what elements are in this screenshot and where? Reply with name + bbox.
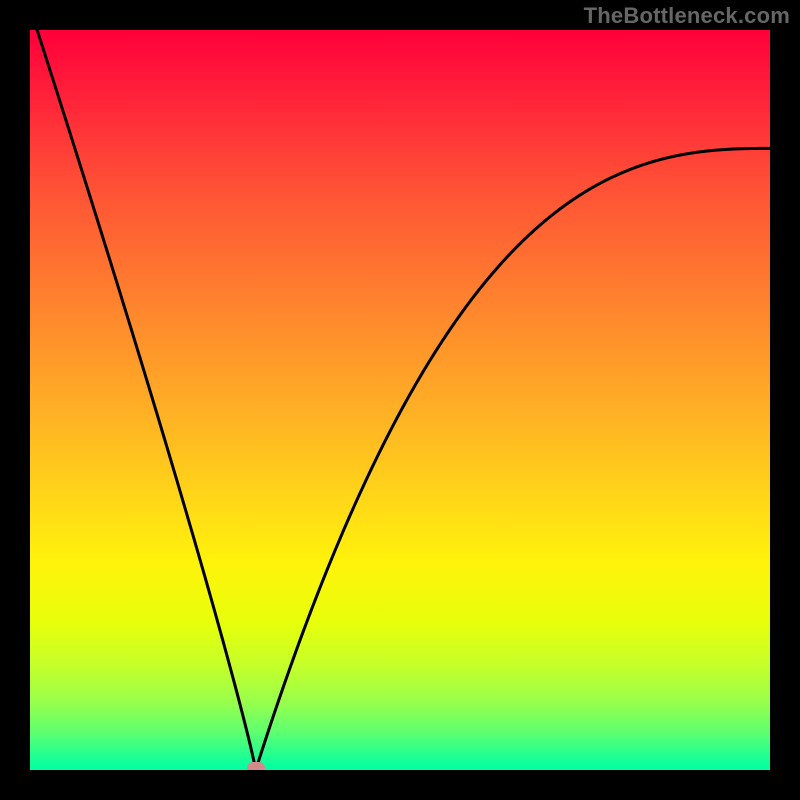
watermark-text: TheBottleneck.com [584, 3, 790, 29]
minimum-marker [247, 762, 265, 770]
chart-container: TheBottleneck.com [0, 0, 800, 800]
bottleneck-curve [30, 30, 770, 770]
curve-overlay [30, 30, 770, 770]
plot-area [30, 30, 770, 770]
